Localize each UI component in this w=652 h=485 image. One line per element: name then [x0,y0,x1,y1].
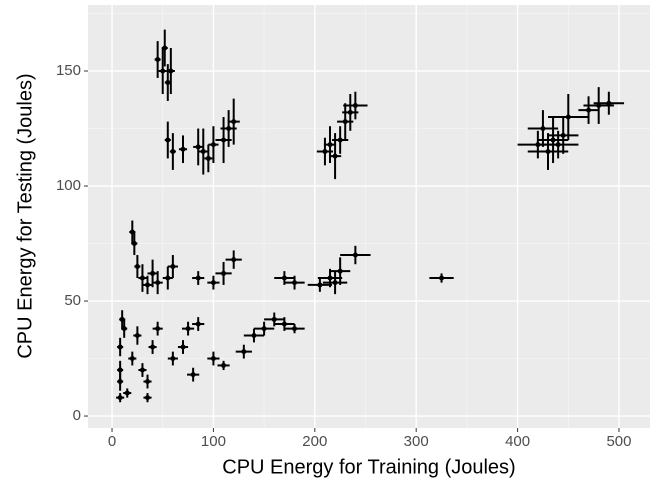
point [117,367,123,373]
point [155,326,161,332]
x-tick-label: 400 [505,433,530,450]
point [210,356,216,362]
point [210,142,216,148]
point [261,326,267,332]
point [251,333,257,339]
point [121,326,127,332]
point [170,264,176,270]
point [139,367,145,373]
x-tick-label: 100 [201,433,226,450]
point [185,326,191,332]
point [342,119,348,125]
point [180,146,186,152]
point [606,100,612,106]
point [195,321,201,327]
point [134,333,140,339]
y-axis-title: CPU Energy for Testing (Joules) [14,73,36,358]
point [337,268,343,274]
point [586,107,592,113]
point [195,144,201,150]
point [117,395,123,401]
point [271,316,277,322]
point [200,149,206,155]
point [332,280,338,286]
point [231,257,237,263]
x-tick-label: 300 [404,433,429,450]
point [281,275,287,281]
point [241,349,247,355]
point [195,275,201,281]
y-tick-label: 0 [73,407,81,424]
point [170,149,176,155]
point [117,379,123,385]
x-tick-label: 0 [108,433,116,450]
point [545,149,551,155]
x-tick-label: 200 [302,433,327,450]
point [439,275,445,281]
point [160,68,166,74]
point [565,114,571,120]
point [168,68,174,74]
point [190,372,196,378]
point [221,137,227,143]
point [162,45,168,51]
point [117,344,123,350]
point [170,356,176,362]
point [221,270,227,276]
point [292,280,298,286]
panel [88,5,650,428]
y-tick-label: 50 [64,292,81,309]
point [145,395,151,401]
point [332,153,338,159]
point [322,149,328,155]
point [131,241,137,247]
point [352,103,358,109]
point [596,103,602,109]
y-tick-label: 100 [56,177,81,194]
point [221,362,227,368]
point [540,126,546,132]
point [165,80,171,86]
point [165,275,171,281]
point [205,155,211,161]
y-tick-label: 150 [56,62,81,79]
point [210,280,216,286]
point [145,379,151,385]
point [226,126,232,132]
point [292,326,298,332]
point [281,321,287,327]
point [155,280,161,286]
point [150,270,156,276]
point [134,264,140,270]
x-tick-label: 500 [606,433,631,450]
point [347,109,353,115]
point [327,142,333,148]
point [231,119,237,125]
point [150,344,156,350]
point [327,275,333,281]
point [165,137,171,143]
point [337,137,343,143]
point [352,252,358,258]
point [145,282,151,288]
point [124,390,130,396]
point [555,142,561,148]
point [139,275,145,281]
x-axis-title: CPU Energy for Training (Joules) [222,456,515,478]
point [180,344,186,350]
point [550,137,556,143]
point [560,132,566,138]
point [317,282,323,288]
point [129,356,135,362]
point [155,57,161,63]
